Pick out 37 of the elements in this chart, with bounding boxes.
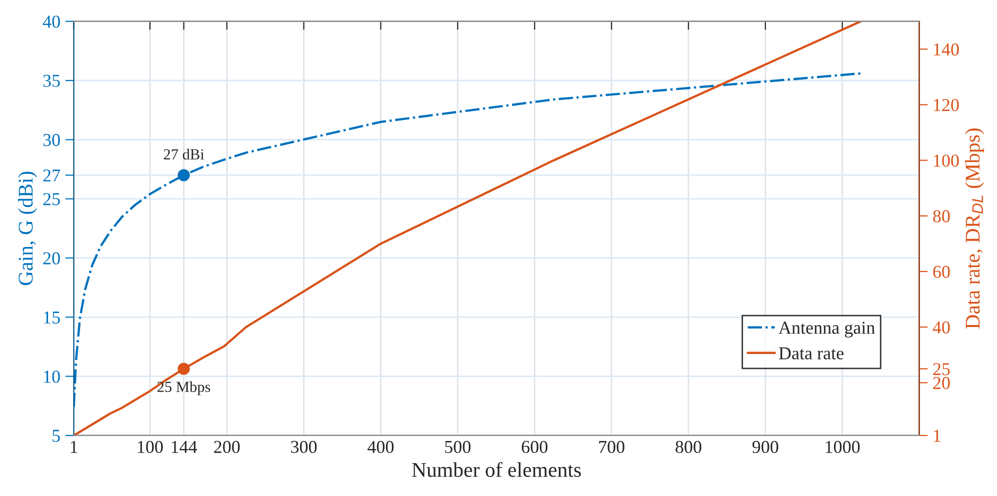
x-tick-label: 1 [70, 440, 78, 453]
y-tick-label: 5 [52, 430, 60, 442]
y-tick-label: 10 [44, 370, 60, 383]
y2-tick-label: 100 [934, 154, 959, 167]
legend-label: Data rate [778, 347, 844, 360]
y2-tick-label: 60 [933, 266, 950, 278]
y-tick-label: 20 [43, 252, 60, 264]
y-tick-label: 15 [44, 312, 60, 324]
x-tick-label: 400 [368, 440, 394, 454]
y2-tick-label: 120 [934, 98, 959, 112]
annotation: 25 Mbps [158, 381, 210, 396]
y-tick-label: 25 [43, 193, 60, 206]
x-axis-title: Number of elements [412, 462, 581, 477]
x-tick-label: 200 [214, 440, 240, 454]
y-tick-label: 30 [43, 134, 60, 146]
legend-label: Antenna gain [778, 322, 875, 338]
x-tick-label: 800 [676, 440, 702, 454]
x-tick-label: 900 [752, 440, 778, 454]
y-tick-label: 27 [43, 169, 60, 182]
x-tick-label: 700 [599, 440, 624, 454]
y-tick-label: 35 [43, 74, 60, 87]
x-tick-label: 600 [522, 440, 548, 454]
y2-tick-label: 40 [932, 321, 950, 334]
y2-tick-label: 20 [933, 376, 950, 390]
y2-tick-label: 1 [934, 430, 940, 442]
annotation: 27 dBi [164, 148, 204, 160]
y2-tick-label: 140 [934, 43, 959, 56]
x-tick-label: 144 [172, 440, 198, 453]
y2-tick-label: 80 [933, 210, 950, 222]
x-tick-label: 1000 [826, 440, 860, 454]
y-axis-title: Gain, G (dBi) [18, 172, 37, 286]
x-tick-label: 100 [138, 440, 163, 454]
x-tick-label: 300 [291, 440, 317, 454]
y-tick-label: 40 [42, 16, 60, 28]
y2-axis-title: Data rate, DR$_{DL}$ (Mbps) [965, 128, 984, 329]
x-tick-label: 500 [445, 440, 471, 454]
y2-tick-label: 25 [933, 363, 950, 376]
